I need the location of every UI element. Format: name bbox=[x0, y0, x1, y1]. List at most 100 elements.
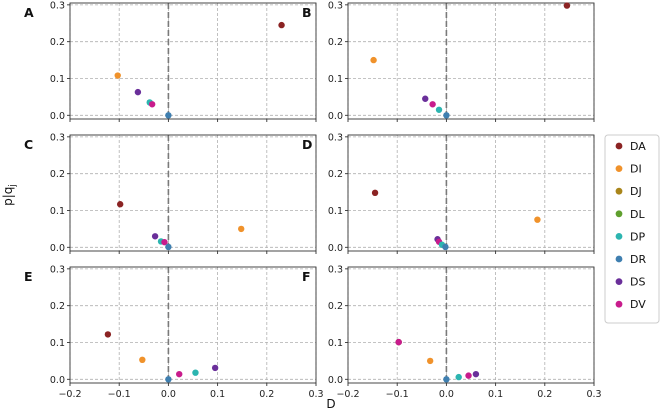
axes-frame bbox=[347, 134, 595, 252]
y-tick-label: 0.1 bbox=[328, 206, 343, 217]
data-point-DR bbox=[443, 376, 450, 383]
legend-label: DL bbox=[630, 208, 645, 221]
legend-item-DJ: DJ bbox=[615, 185, 642, 198]
y-tick-label: 0.1 bbox=[328, 74, 343, 85]
x-tick-label: −0.2 bbox=[336, 389, 359, 400]
y-tick-label: 0.1 bbox=[328, 338, 343, 349]
panel-A: 0.0 0.1 0.2 0.3 A bbox=[24, 0, 317, 122]
legend-item-DS: DS bbox=[615, 276, 645, 289]
x-tick-label: 0.0 bbox=[161, 389, 176, 400]
data-point-DV bbox=[176, 370, 183, 378]
y-tick-label: 0.0 bbox=[50, 243, 65, 254]
ylabel-subscript: j bbox=[8, 184, 18, 188]
data-point-DR bbox=[443, 112, 450, 119]
y-tick-label: 0.0 bbox=[328, 243, 343, 254]
data-point-DI bbox=[139, 356, 146, 363]
data-point-DV bbox=[148, 101, 156, 108]
data-point-DR bbox=[165, 243, 172, 251]
legend-marker bbox=[615, 278, 623, 285]
data-point-DP bbox=[435, 106, 443, 113]
y-tick-label: 0.3 bbox=[50, 132, 65, 143]
panels-layer: 0.00.10.20.3A0.00.10.20.3B0.00.10.20.3C0… bbox=[24, 0, 602, 400]
panel-label: A bbox=[24, 5, 34, 20]
y-tick-label: 0.2 bbox=[50, 169, 65, 180]
x-tick-label: 0.3 bbox=[308, 389, 323, 400]
panel-label: B bbox=[302, 5, 312, 20]
y-tick-label: 0.0 bbox=[50, 375, 65, 386]
panel-E: 0.0 0.1 0.2 0.3 −0.2 −0.1 0.0 0.1 0.2 0.3 E bbox=[24, 264, 324, 400]
data-point-DP bbox=[455, 373, 462, 381]
panel-F: 0.0 0.1 0.2 0.3 −0.2 −0.1 0.0 0.1 0.2 0.3 F bbox=[302, 264, 602, 400]
y-tick-label: 0.1 bbox=[50, 338, 65, 349]
legend-label: DV bbox=[630, 298, 646, 311]
y-tick-label: 0.2 bbox=[328, 37, 343, 48]
x-tick-label: 0.1 bbox=[488, 389, 503, 400]
x-tick-label: −0.1 bbox=[386, 389, 409, 400]
data-point-DA bbox=[371, 189, 379, 197]
data-point-DR bbox=[165, 112, 172, 119]
panel-label: D bbox=[302, 137, 312, 152]
data-point-DI bbox=[238, 225, 245, 233]
data-point-DI bbox=[114, 72, 121, 79]
legend-marker bbox=[615, 142, 623, 150]
panel-label: F bbox=[302, 269, 311, 284]
legend-label: DA bbox=[630, 140, 646, 153]
legend-item-DR: DR bbox=[615, 253, 646, 266]
y-tick-label: 0.1 bbox=[50, 206, 65, 217]
data-point-DI bbox=[534, 216, 541, 223]
legend-item-DL: DL bbox=[615, 208, 645, 221]
y-tick-label: 0.3 bbox=[50, 264, 65, 275]
panel-D: 0.0 0.1 0.2 0.3 D bbox=[302, 132, 595, 254]
x-axis-label: D bbox=[326, 397, 335, 411]
y-tick-label: 0.3 bbox=[328, 132, 343, 143]
ylabel-p: p|q bbox=[1, 187, 15, 206]
data-point-DV bbox=[429, 101, 436, 108]
axes-frame bbox=[69, 2, 317, 120]
data-point-DS bbox=[134, 88, 142, 96]
data-point-DR bbox=[165, 376, 172, 383]
legend-marker bbox=[615, 187, 623, 195]
axes-frame bbox=[69, 266, 317, 384]
y-tick-label: 0.2 bbox=[50, 301, 65, 312]
y-axis-label: p|qj bbox=[1, 184, 18, 206]
y-tick-label: 0.1 bbox=[50, 74, 65, 85]
panel-B: 0.0 0.1 0.2 0.3 B bbox=[302, 0, 595, 122]
legend-label: DJ bbox=[630, 185, 642, 198]
legend-item-DI: DI bbox=[615, 163, 642, 176]
legend-box bbox=[604, 134, 660, 324]
axes-frame bbox=[347, 266, 595, 384]
legend: DA DI DJ DL DP DR DS DV bbox=[604, 134, 660, 324]
y-tick-label: 0.3 bbox=[328, 264, 343, 275]
y-tick-label: 0.2 bbox=[50, 37, 65, 48]
data-point-DI bbox=[426, 357, 434, 365]
data-point-DS bbox=[422, 95, 429, 102]
legend-marker bbox=[615, 300, 623, 308]
legend-marker bbox=[615, 233, 623, 240]
data-point-DS bbox=[472, 370, 480, 378]
legend-item-DV: DV bbox=[615, 298, 646, 311]
panel-label: C bbox=[24, 137, 33, 152]
y-tick-label: 0.0 bbox=[328, 111, 343, 122]
legend-item-DP: DP bbox=[615, 230, 645, 243]
x-tick-label: 0.3 bbox=[586, 389, 601, 400]
data-point-DV bbox=[395, 338, 402, 346]
legend-marker bbox=[615, 210, 623, 218]
data-point-DR bbox=[442, 243, 449, 251]
panel-C: 0.0 0.1 0.2 0.3 C bbox=[24, 132, 317, 254]
y-tick-label: 0.3 bbox=[328, 0, 343, 11]
data-point-DP bbox=[192, 369, 199, 376]
data-point-DA bbox=[278, 21, 285, 29]
y-tick-label: 0.3 bbox=[50, 0, 65, 11]
data-point-DV bbox=[161, 238, 168, 246]
x-tick-label: 0.2 bbox=[259, 389, 274, 400]
y-tick-label: 0.2 bbox=[328, 301, 343, 312]
legend-label: DR bbox=[630, 253, 646, 266]
x-tick-label: 0.1 bbox=[210, 389, 225, 400]
data-point-DA bbox=[104, 331, 112, 338]
data-point-DV bbox=[465, 372, 472, 379]
data-point-DI bbox=[370, 56, 377, 64]
x-tick-label: −0.2 bbox=[58, 389, 81, 400]
legend-label: DI bbox=[630, 163, 642, 176]
data-point-DA bbox=[116, 201, 124, 208]
